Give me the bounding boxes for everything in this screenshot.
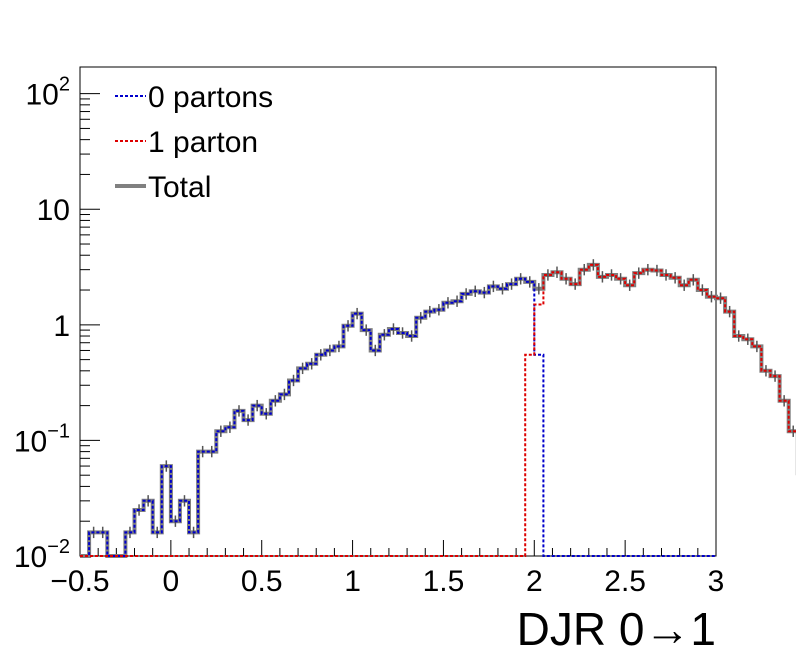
x-axis-title: DJR 0→1: [517, 603, 716, 655]
y-tick-label: 10−1: [14, 420, 70, 458]
legend-label: 0 partons: [148, 81, 273, 114]
x-tick-label: 2.5: [604, 565, 646, 598]
y-tick-label: 10: [37, 194, 70, 227]
y-tick-labels: 10−2 10−1 1 10 102: [14, 74, 70, 574]
x-tick-label: 1: [344, 565, 361, 598]
legend: 0 partons 1 parton Total: [115, 81, 273, 204]
x-tick-label: 2: [526, 565, 543, 598]
x-tick-label: 0.5: [241, 565, 283, 598]
y-tick-label: 102: [26, 74, 71, 112]
y-tick-label: 1: [53, 310, 70, 343]
x-tick-label: 1.5: [423, 565, 465, 598]
axis-ticks: [79, 93, 717, 557]
legend-label: 1 parton: [148, 126, 258, 159]
series-line-total: [80, 262, 796, 558]
legend-label: Total: [148, 171, 211, 204]
x-tick-label: 0: [163, 565, 180, 598]
y-tick-label: 10−2: [14, 536, 70, 574]
series-line-0-partons: [80, 277, 716, 557]
x-tick-labels: −0.5 0 0.5 1 1.5 2 2.5 3: [50, 565, 724, 598]
x-tick-label: −0.5: [50, 565, 109, 598]
x-tick-label: 3: [708, 565, 725, 598]
series-layer: [80, 259, 796, 558]
